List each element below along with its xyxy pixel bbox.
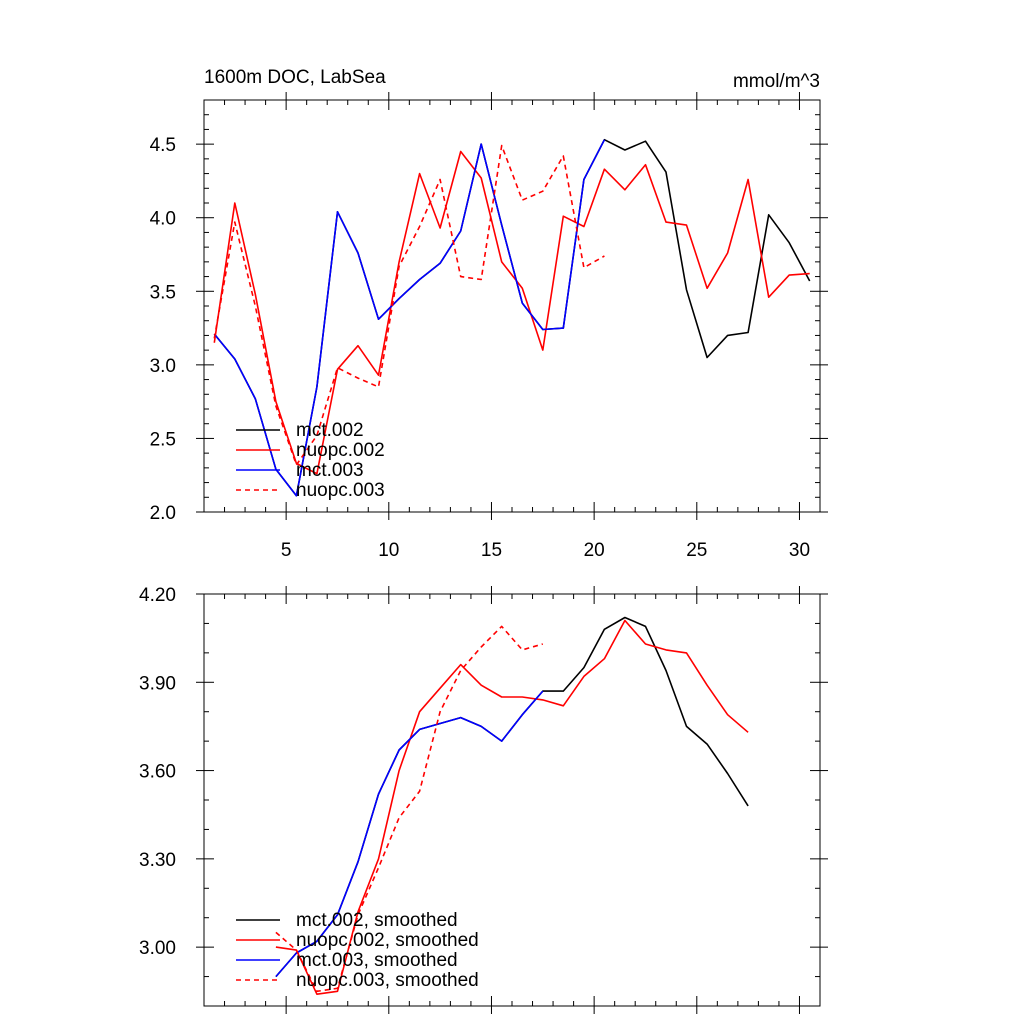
x-tick-label: 10 — [378, 540, 399, 561]
legend-label: nuopc.003, smoothed — [296, 970, 479, 991]
y-tick-label: 3.60 — [139, 762, 176, 783]
top-panel-axes: 5 10 15 20 25 30 2.0 2.5 3.0 3.5 4.0 4.5 — [150, 92, 828, 561]
y-tick-label: 3.90 — [139, 673, 176, 694]
series-line-mct-003-smoothed — [275, 690, 544, 978]
bottom-panel-axes: 3.00 3.30 3.60 3.90 4.20 — [139, 585, 828, 1014]
bottom-panel: 3.003.303.603.904.20 mct.002, smoothednu… — [139, 585, 828, 1014]
y-tick-label: 3.30 — [139, 850, 176, 871]
y-tick-label: 4.5 — [150, 135, 176, 156]
x-tick-label: 30 — [789, 540, 810, 561]
x-tick-label: 20 — [584, 540, 605, 561]
top-panel-series — [213, 138, 811, 497]
top-panel-frame — [203, 99, 821, 513]
legend-label: mct.002, smoothed — [296, 910, 458, 931]
y-tick-label: 3.5 — [150, 282, 176, 303]
y-tick-label: 2.5 — [150, 429, 176, 450]
top-panel: 1600m DOC, LabSea mmol/m^3 5 10 15 20 25 30 2.… — [150, 67, 828, 561]
legend-label: mct.003, smoothed — [296, 950, 458, 971]
y-tick-label: 4.0 — [150, 209, 176, 230]
y-tick-label: 3.0 — [150, 356, 176, 377]
series-line-nuopc-002 — [213, 150, 810, 475]
x-tick-label: 25 — [686, 540, 707, 561]
x-tick-label: 15 — [481, 540, 502, 561]
y-tick-label: 2.0 — [150, 503, 176, 524]
top-panel-title: 1600m DOC, LabSea — [204, 67, 386, 88]
x-tick-label: 5 — [281, 540, 292, 561]
y-tick-label: 3.00 — [139, 938, 176, 959]
legend-label: mct.002 — [296, 420, 364, 441]
legend-label: nuopc.002 — [296, 440, 385, 461]
bottom-panel-frame — [203, 593, 821, 1007]
y-tick-label: 4.20 — [139, 585, 176, 606]
bottom-panel-series — [275, 616, 749, 996]
series-line-nuopc-003-smoothed — [275, 625, 544, 993]
top-panel-units: mmol/m^3 — [733, 71, 820, 92]
series-line-mct-003 — [213, 139, 606, 497]
series-line-nuopc-003 — [213, 144, 605, 466]
legend-label: mct.003 — [296, 460, 364, 481]
legend-label: nuopc.003 — [296, 480, 385, 501]
series-line-nuopc-002-smoothed — [275, 619, 749, 996]
legend-label: nuopc.002, smoothed — [296, 930, 479, 951]
